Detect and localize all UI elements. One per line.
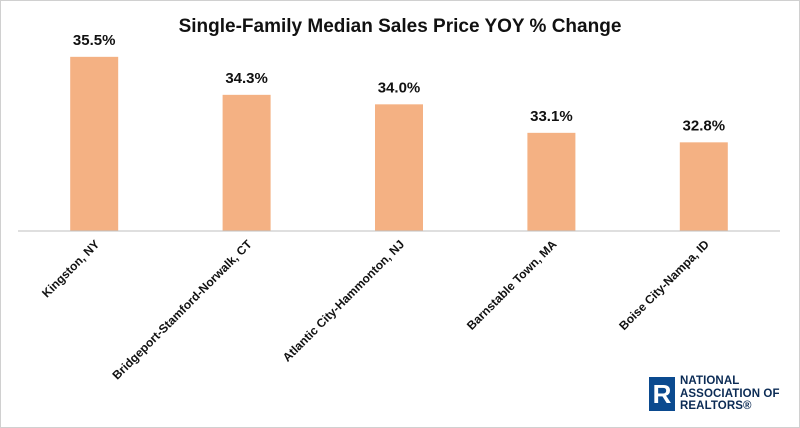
data-label: 33.1% xyxy=(530,108,573,125)
bar xyxy=(70,56,119,232)
data-label: 34.0% xyxy=(378,79,421,96)
logo-line-3: REALTORS® xyxy=(680,400,752,412)
x-tick-label: Atlantic City-Hammonton, NJ xyxy=(280,237,407,364)
data-label: 32.8% xyxy=(683,117,726,134)
data-label: 35.5% xyxy=(73,32,116,49)
bar xyxy=(375,104,423,231)
x-tick-label: Boise City-Nampa, ID xyxy=(616,237,712,333)
logo-line-1: NATIONAL xyxy=(680,375,740,387)
logo-line-2: ASSOCIATION OF xyxy=(680,387,780,400)
bar xyxy=(222,94,271,231)
logo-text: NATIONAL ASSOCIATION OF REALTORS® xyxy=(680,375,780,413)
logo-mark-letter: R xyxy=(652,378,672,409)
chart-title: Single-Family Median Sales Price YOY % C… xyxy=(178,16,622,37)
bar xyxy=(679,142,728,231)
bar xyxy=(527,132,576,231)
realtor-r-icon: R xyxy=(649,376,675,411)
x-tick-label: Barnstable Town, MA xyxy=(464,237,560,333)
realtors-logo: R NATIONAL ASSOCIATION OF REALTORS® xyxy=(649,375,780,413)
x-tick-label: Kingston, NY xyxy=(39,237,102,300)
x-tick-label: Bridgeport-Stamford-Norwalk, CT xyxy=(110,237,256,383)
data-label: 34.3% xyxy=(225,70,268,87)
